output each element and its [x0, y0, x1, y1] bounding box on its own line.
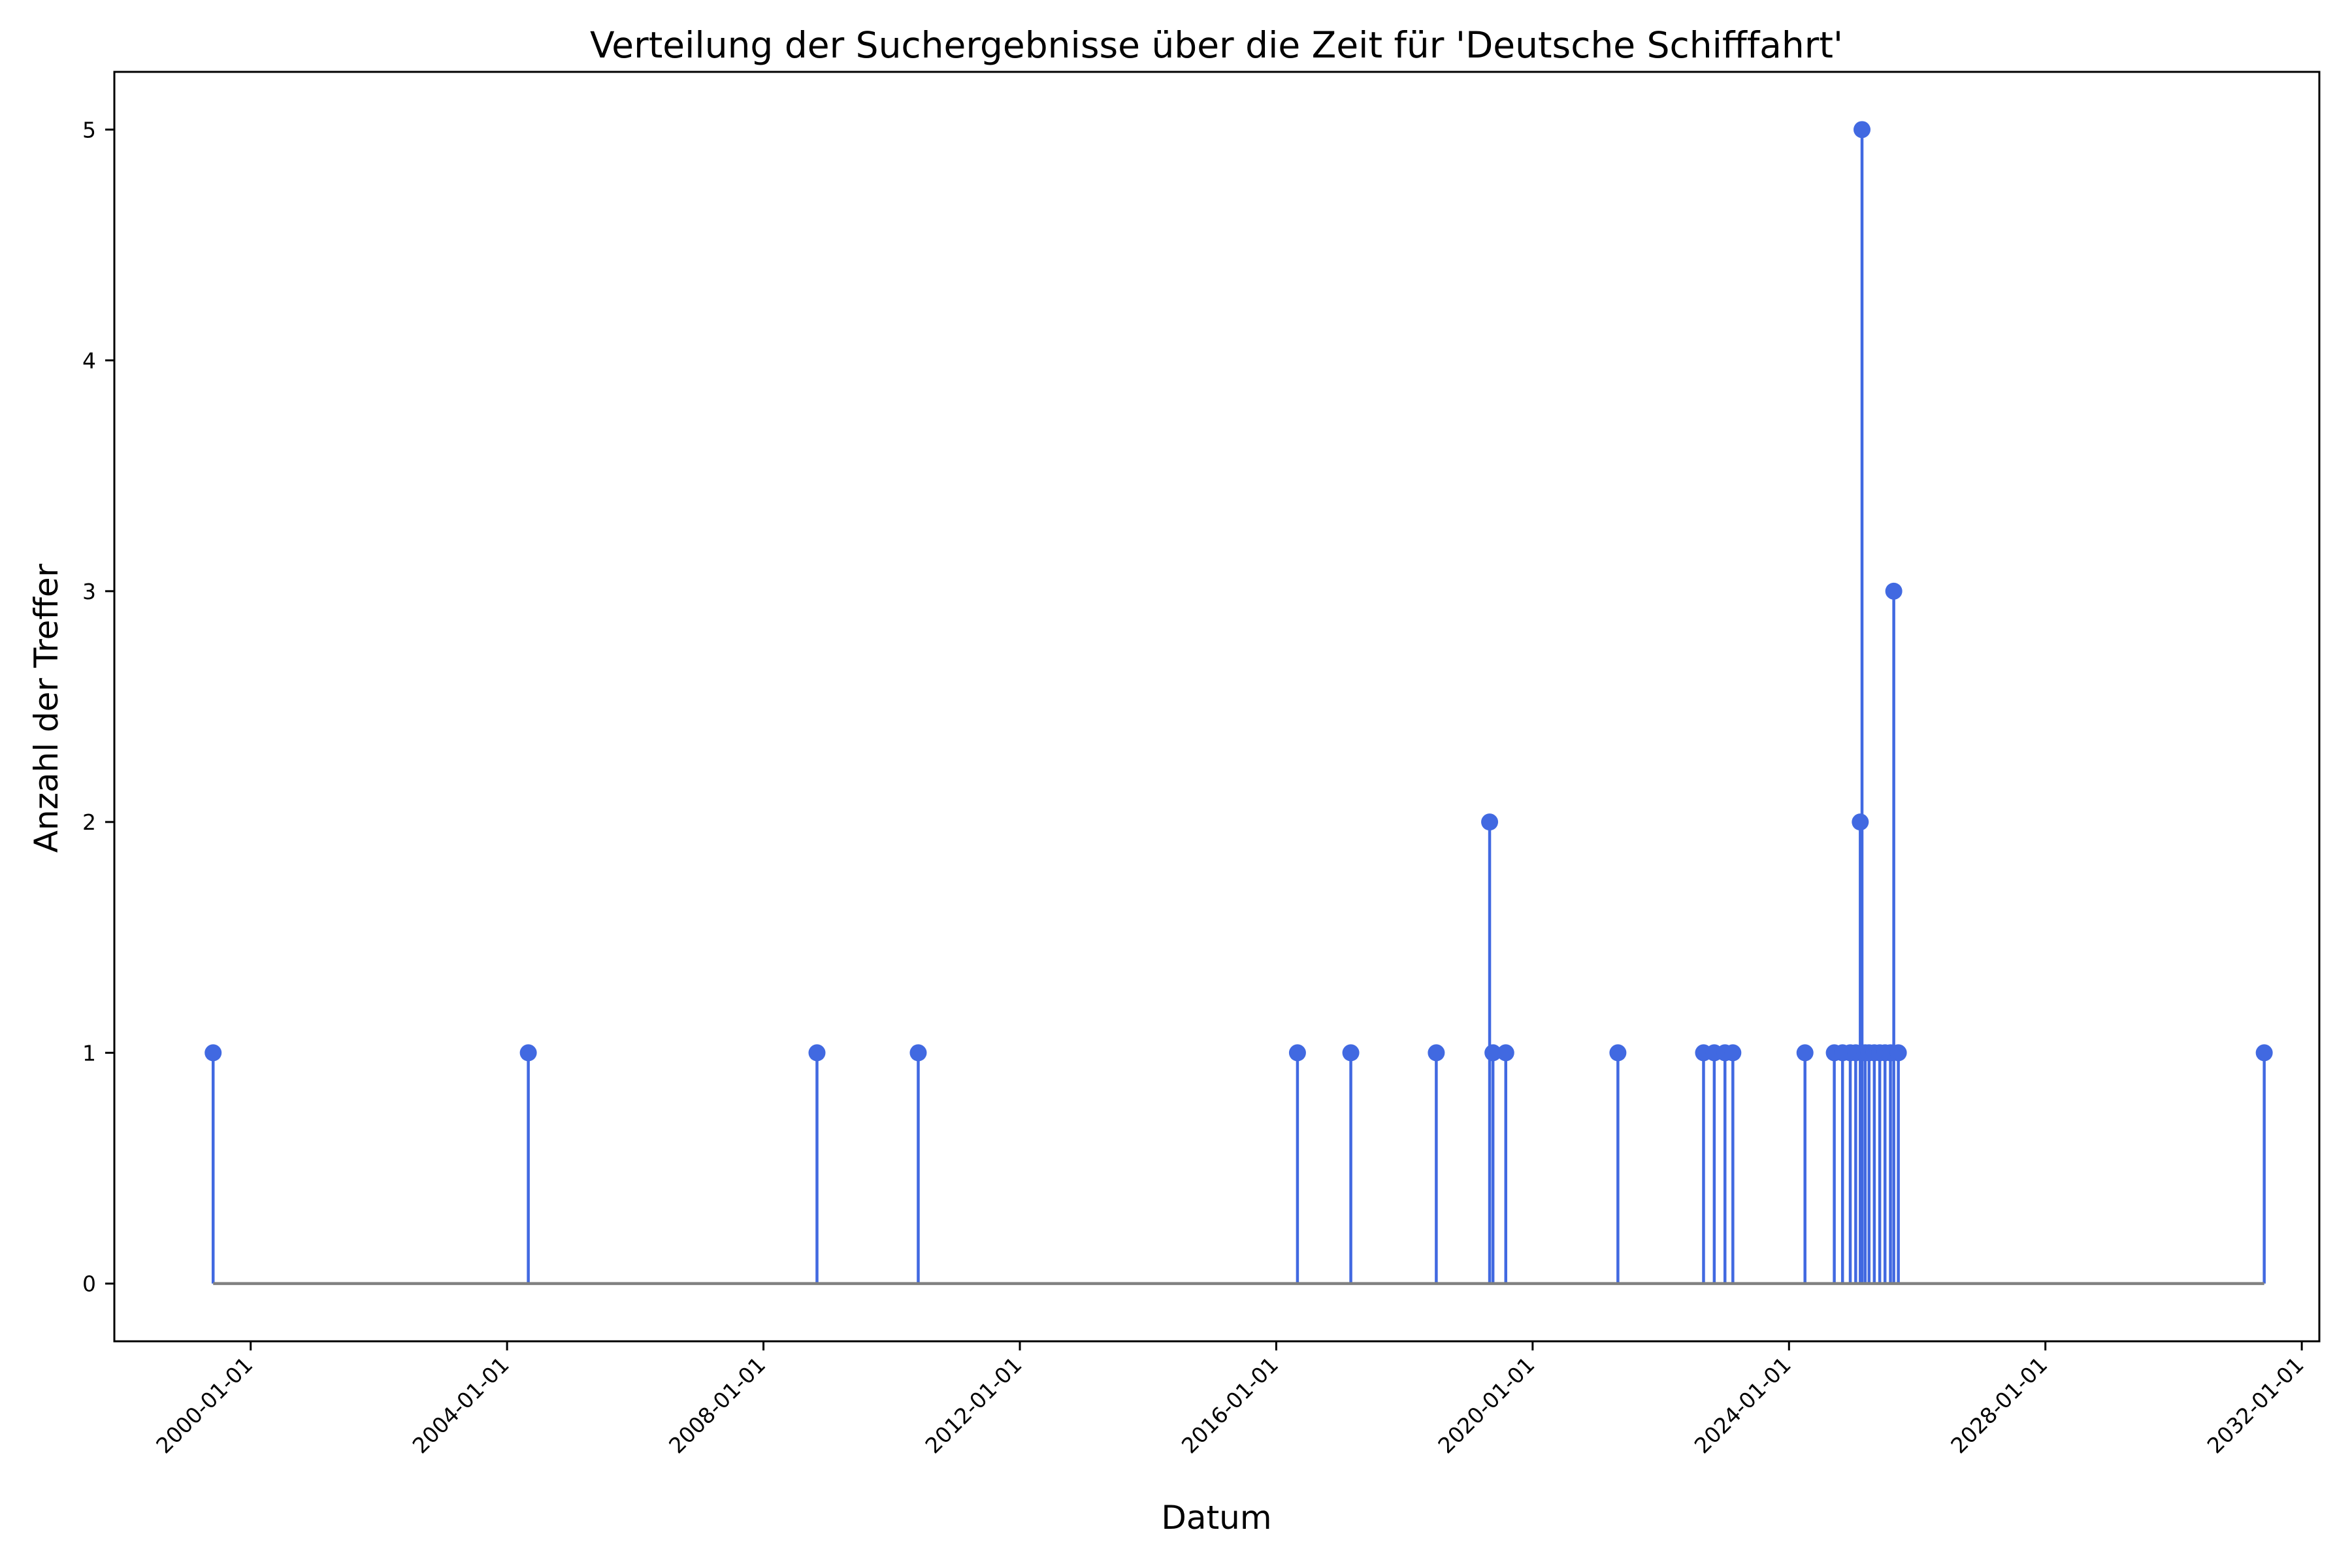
y-tick-label: 2: [82, 809, 96, 835]
stem-marker: [1609, 1044, 1627, 1062]
y-tick-label: 5: [82, 117, 96, 142]
stem-marker: [1885, 582, 1903, 600]
stem-marker: [1854, 121, 1871, 139]
chart-title: Verteilung der Suchergebnisse über die Z…: [590, 24, 1843, 66]
stem-marker: [519, 1044, 537, 1062]
x-axis-label: Datum: [1161, 1499, 1271, 1537]
stem-marker: [1724, 1044, 1742, 1062]
stem-marker: [909, 1044, 927, 1062]
stem-marker: [1796, 1044, 1814, 1062]
stem-marker: [1497, 1044, 1514, 1062]
stem-marker: [1852, 813, 1869, 831]
stems-layer: [204, 121, 2273, 1285]
stem-marker: [204, 1044, 222, 1062]
stem-marker: [1484, 1044, 1502, 1062]
stem-marker: [808, 1044, 826, 1062]
stem-marker: [1342, 1044, 1360, 1062]
stem-marker: [2255, 1044, 2273, 1062]
y-tick-label: 1: [82, 1040, 96, 1066]
stem-marker: [1481, 813, 1499, 831]
y-tick-label: 0: [82, 1271, 96, 1297]
y-axis-label: Anzahl der Treffer: [27, 563, 65, 853]
plot-frame: [113, 71, 2321, 1343]
stem-marker: [1889, 1044, 1907, 1062]
stem-marker: [1288, 1044, 1306, 1062]
stem-marker: [1428, 1044, 1445, 1062]
y-tick-label: 3: [82, 579, 96, 604]
y-tick-label: 4: [82, 348, 96, 374]
